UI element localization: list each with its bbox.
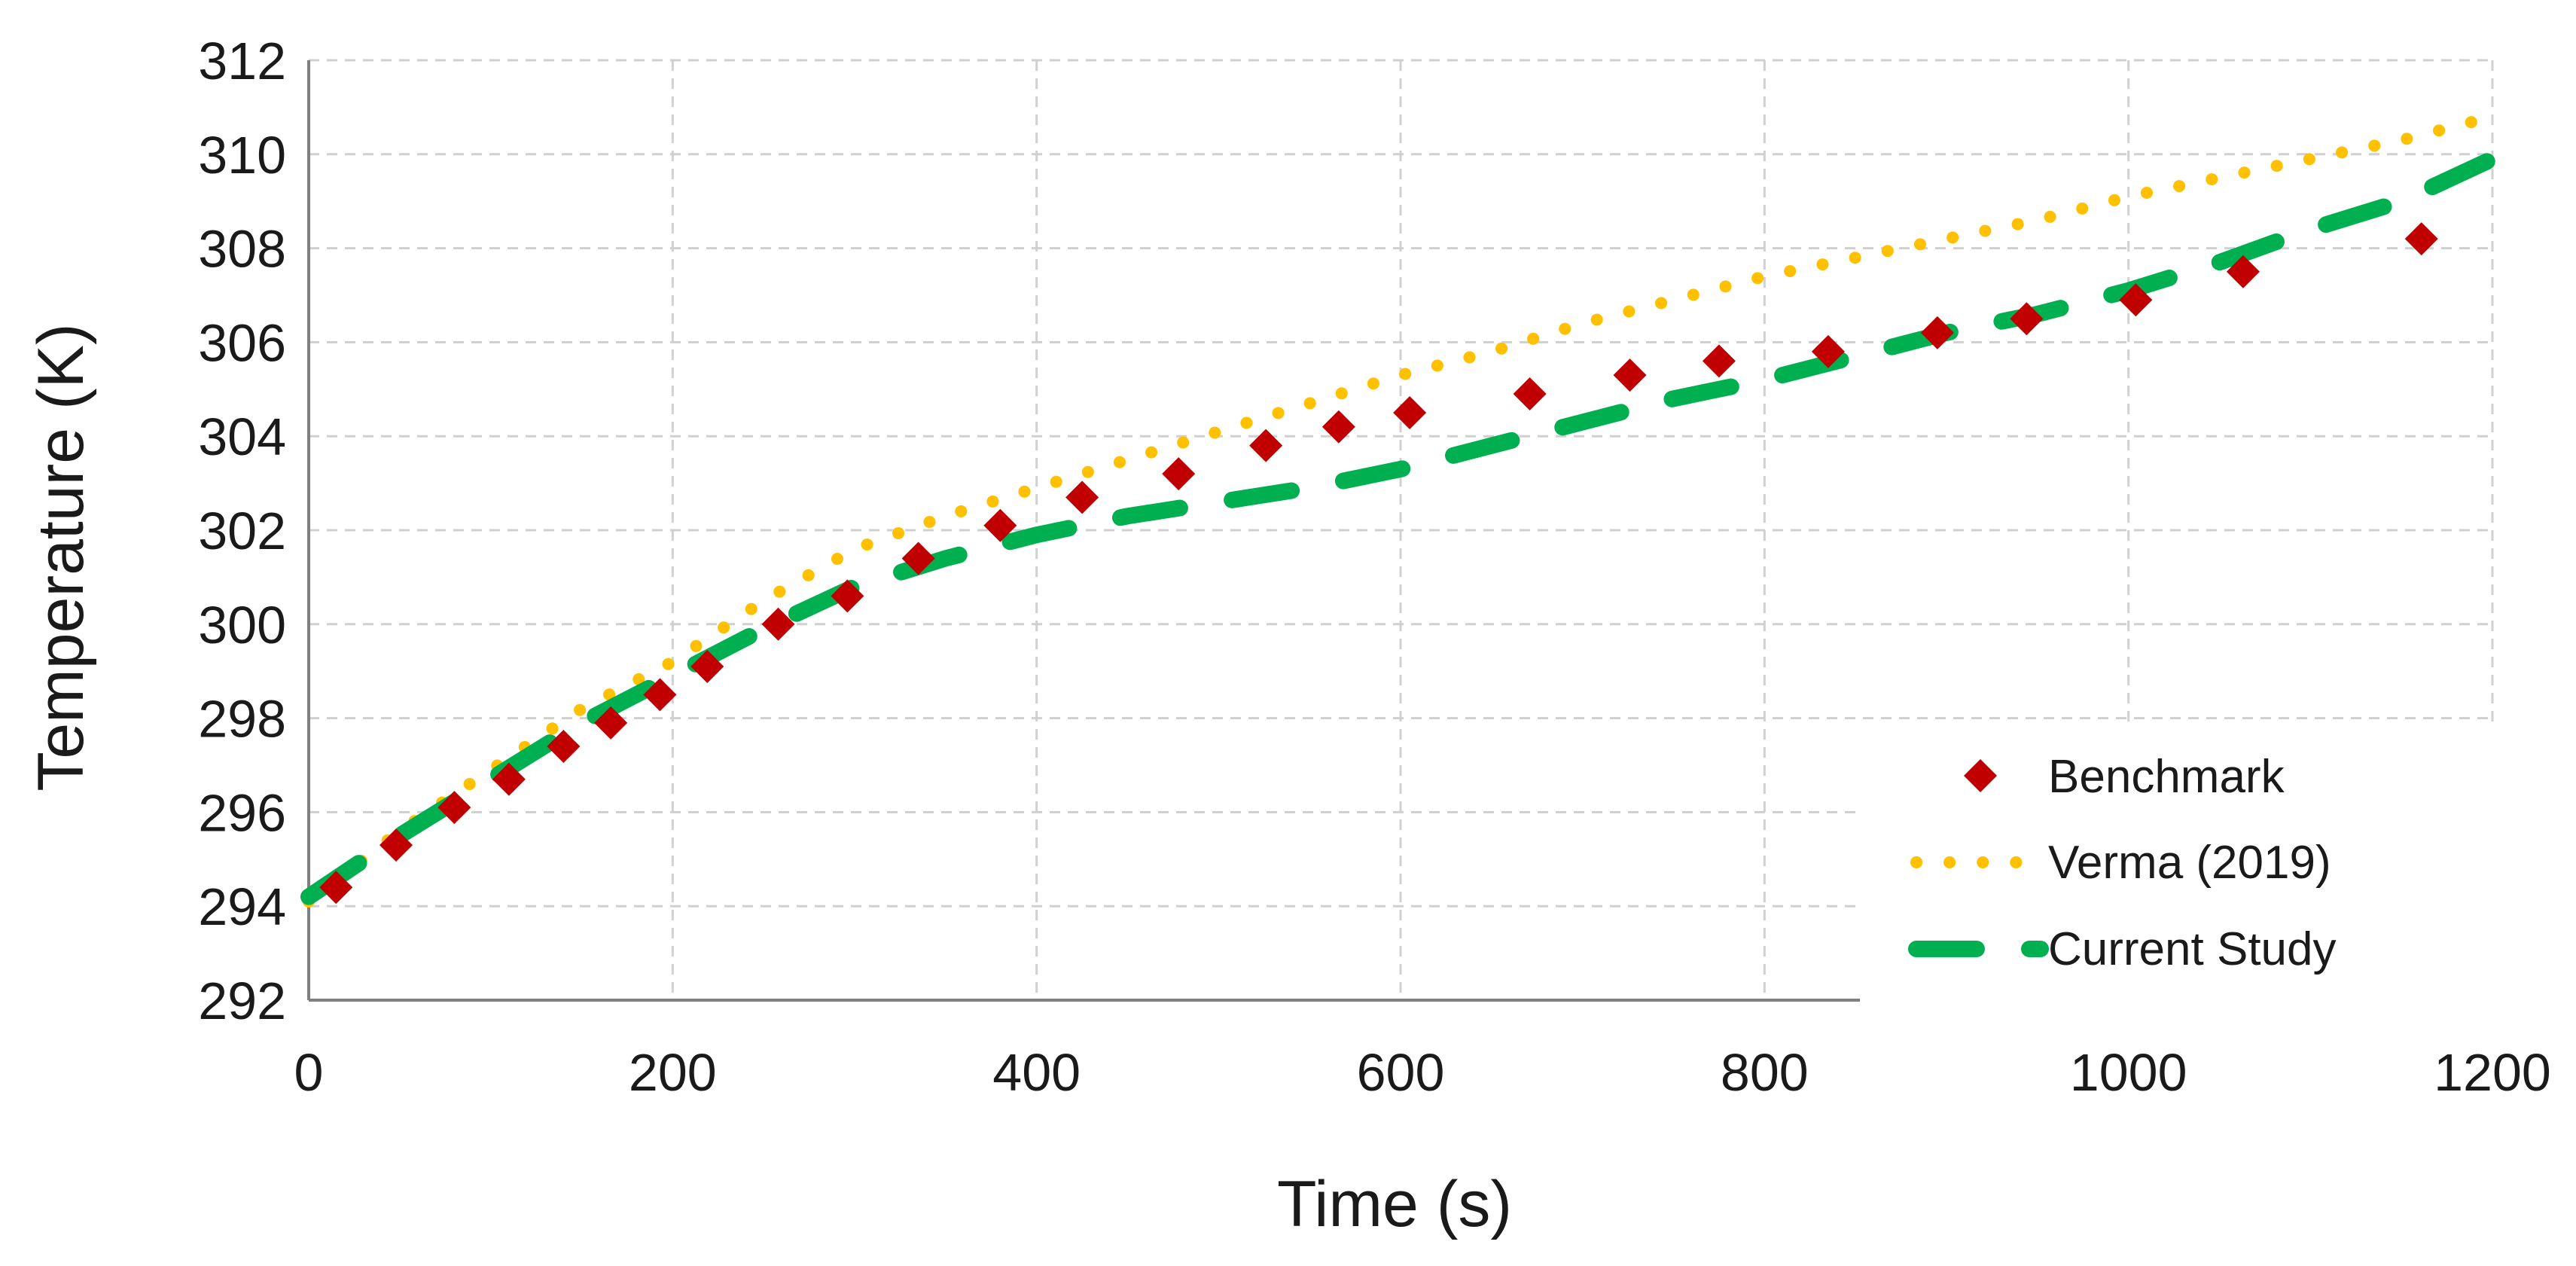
- x-tick-label: 400: [992, 1043, 1081, 1102]
- series-verma-line: [303, 110, 2498, 908]
- benchmark-point: [380, 828, 413, 862]
- benchmark-point: [690, 649, 724, 683]
- tick-labels: 292 294 296 298 300 302 304 306 308 310 312 0 200 400…: [198, 32, 2551, 1102]
- y-tick-label: 308: [198, 220, 286, 279]
- benchmark-point: [547, 730, 581, 764]
- benchmark-point: [1513, 377, 1547, 411]
- benchmark-point: [1702, 344, 1736, 378]
- x-tick-label: 200: [629, 1043, 717, 1102]
- y-tick-label: 302: [198, 502, 286, 560]
- legend-current-study-label: Current Study: [2048, 923, 2337, 975]
- y-tick-label: 310: [198, 126, 286, 185]
- legend-entry-benchmark: Benchmark: [1964, 751, 2285, 803]
- legend-benchmark-label: Benchmark: [2048, 751, 2285, 803]
- y-tick-label: 312: [198, 32, 286, 90]
- benchmark-point: [437, 791, 471, 825]
- y-tick-label: 306: [198, 313, 286, 372]
- benchmark-point: [2404, 222, 2438, 256]
- y-axis-title: Temperature (K): [25, 323, 97, 791]
- benchmark-point: [594, 706, 628, 740]
- benchmark-point: [2226, 255, 2260, 288]
- benchmark-point: [983, 508, 1017, 542]
- benchmark-point: [1920, 316, 1954, 349]
- series-area: [300, 110, 2501, 908]
- y-tick-label: 300: [198, 596, 286, 654]
- y-tick-label: 298: [198, 690, 286, 749]
- y-tick-label: 294: [198, 877, 286, 936]
- benchmark-point: [2119, 283, 2153, 317]
- benchmark-point: [901, 541, 935, 575]
- benchmark-point: [643, 678, 677, 712]
- legend-entry-verma: Verma (2019): [1910, 837, 2331, 889]
- benchmark-point: [319, 871, 353, 905]
- legend-benchmark-marker: [1964, 759, 1997, 792]
- benchmark-point: [492, 762, 526, 796]
- legend: Benchmark Verma (2019) Current Study: [1860, 723, 2500, 1002]
- benchmark-point: [1065, 480, 1099, 514]
- benchmark-point: [761, 607, 795, 641]
- x-tick-label: 800: [1721, 1043, 1809, 1102]
- benchmark-point: [1162, 457, 1196, 491]
- y-tick-label: 304: [198, 407, 286, 466]
- legend-entry-current-study: Current Study: [1908, 923, 2337, 975]
- x-axis-title: Time (s): [1277, 1168, 1512, 1240]
- benchmark-point: [2010, 302, 2044, 336]
- benchmark-point: [1613, 358, 1647, 392]
- benchmark-point: [1393, 396, 1427, 429]
- x-tick-label: 0: [294, 1043, 324, 1102]
- benchmark-point: [831, 579, 864, 613]
- y-tick-label: 292: [198, 972, 286, 1030]
- x-tick-label: 1000: [2070, 1043, 2187, 1102]
- benchmark-point: [1811, 334, 1845, 368]
- legend-verma-label: Verma (2019): [2048, 837, 2331, 889]
- x-tick-label: 1200: [2434, 1043, 2551, 1102]
- benchmark-point: [1322, 410, 1355, 444]
- x-tick-label: 600: [1357, 1043, 1445, 1102]
- series-current-study-line: [300, 151, 2501, 905]
- benchmark-point: [1249, 429, 1283, 462]
- y-tick-label: 296: [198, 783, 286, 842]
